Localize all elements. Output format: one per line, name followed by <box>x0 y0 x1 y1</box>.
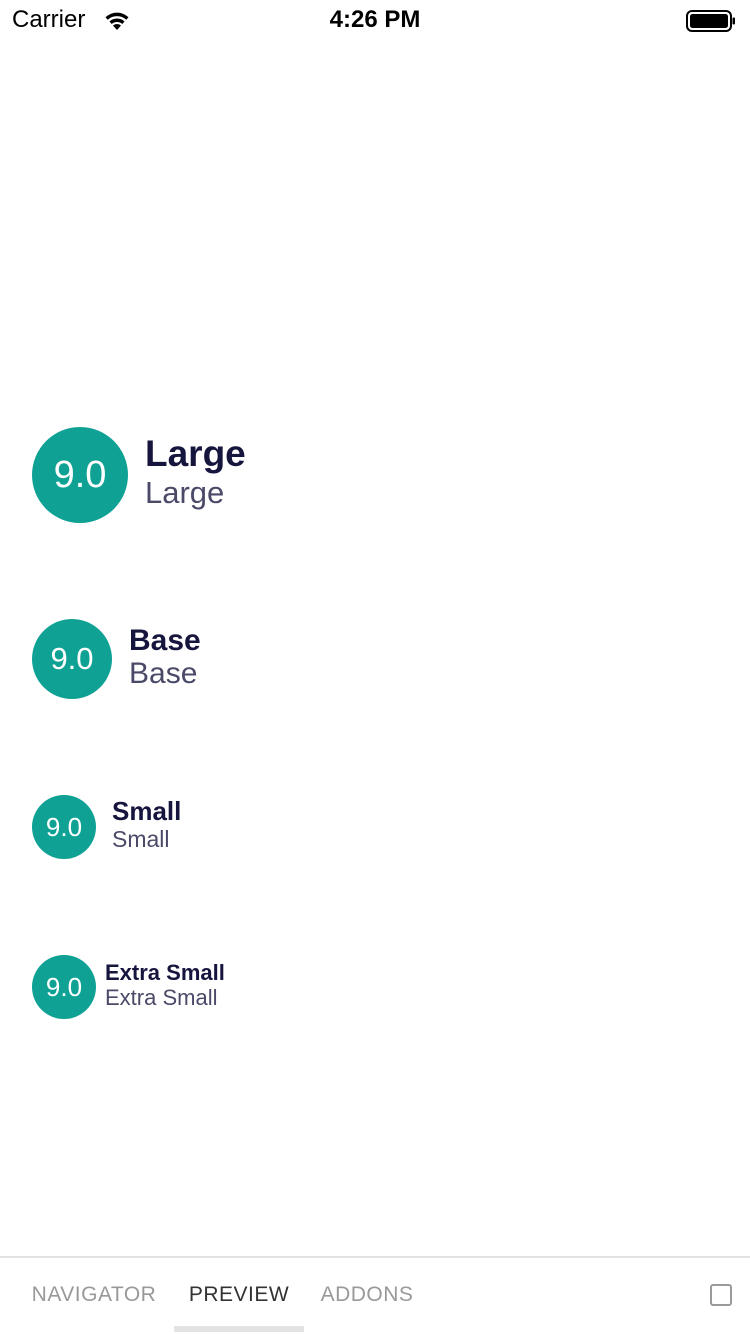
rating-title: Large <box>145 432 246 474</box>
score-badge: 9.0 <box>32 955 96 1019</box>
carrier-label: Carrier <box>12 6 86 33</box>
rating-title: Extra Small <box>105 960 225 986</box>
rating-texts: Base Base <box>129 624 201 692</box>
rating-subtitle: Base <box>129 657 198 691</box>
rating-row-large: 9.0 Large Large <box>32 427 246 523</box>
rating-title: Small <box>112 796 182 827</box>
wifi-icon <box>105 12 129 30</box>
score-badge: 9.0 <box>32 427 128 523</box>
clock: 4:26 PM <box>329 6 421 33</box>
status-bar: Carrier 4:26 PM <box>0 0 750 40</box>
score-badge: 9.0 <box>32 795 96 859</box>
rating-texts: Large Large <box>145 432 246 510</box>
bottom-tab-bar: NAVIGATOR PREVIEW ADDONS <box>0 1256 750 1334</box>
rating-subtitle: Large <box>145 474 225 510</box>
score-badge: 9.0 <box>32 619 112 699</box>
rating-row-small: 9.0 Small Small <box>32 795 181 859</box>
tab-addons[interactable]: ADDONS <box>320 1283 414 1306</box>
square-icon[interactable] <box>710 1284 732 1306</box>
active-tab-indicator <box>174 1326 304 1332</box>
battery-icon <box>686 10 735 32</box>
rating-row-base: 9.0 Base Base <box>32 619 201 699</box>
tab-navigator[interactable]: NAVIGATOR <box>31 1283 157 1306</box>
rating-row-extra-small: 9.0 Extra Small Extra Small <box>32 955 225 1019</box>
rating-subtitle: Extra Small <box>105 985 218 1011</box>
rating-title: Base <box>129 624 201 658</box>
rating-texts: Small Small <box>112 797 181 852</box>
tab-preview[interactable]: PREVIEW <box>188 1283 290 1306</box>
rating-subtitle: Small <box>112 826 170 853</box>
rating-texts: Extra Small Extra Small <box>105 960 225 1011</box>
